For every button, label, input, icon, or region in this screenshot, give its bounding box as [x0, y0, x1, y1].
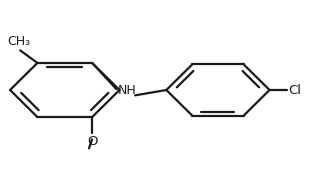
Text: O: O — [87, 135, 97, 148]
Text: Cl: Cl — [288, 84, 301, 96]
Text: NH: NH — [118, 84, 137, 96]
Text: CH₃: CH₃ — [7, 35, 30, 48]
